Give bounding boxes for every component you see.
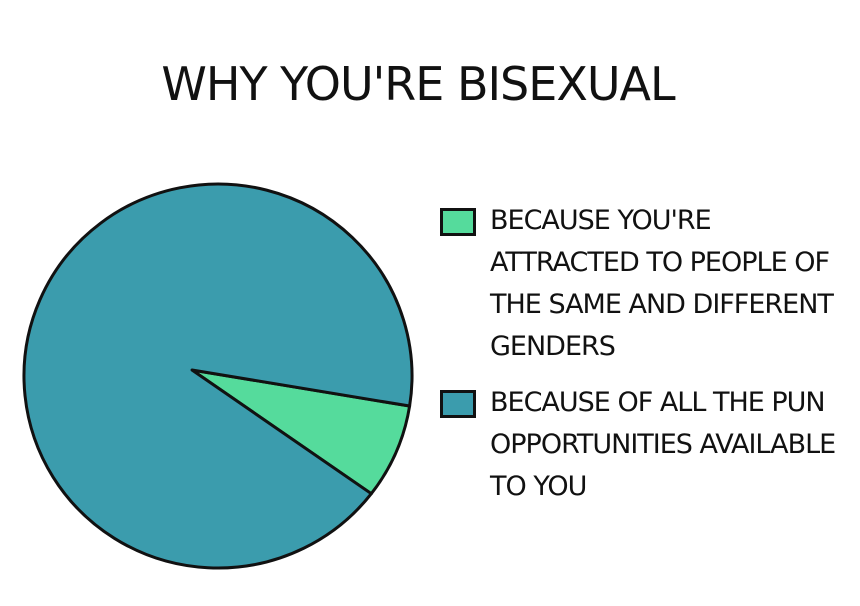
legend: BECAUSE YOU'RE ATTRACTED TO PEOPLE OF TH…: [440, 200, 850, 522]
legend-item: BECAUSE YOU'RE ATTRACTED TO PEOPLE OF TH…: [440, 200, 850, 368]
pie-slice: [190, 368, 412, 496]
legend-swatch: [440, 208, 476, 236]
pie-slice: [22, 182, 414, 570]
legend-item: BECAUSE OF ALL THE PUN OPPORTUNITIES AVA…: [440, 382, 850, 508]
legend-label: BECAUSE OF ALL THE PUN OPPORTUNITIES AVA…: [490, 387, 836, 502]
legend-swatch: [440, 390, 476, 418]
legend-label: BECAUSE YOU'RE ATTRACTED TO PEOPLE OF TH…: [490, 205, 834, 362]
chart-title: WHY YOU'RE BISEXUAL: [161, 57, 676, 111]
